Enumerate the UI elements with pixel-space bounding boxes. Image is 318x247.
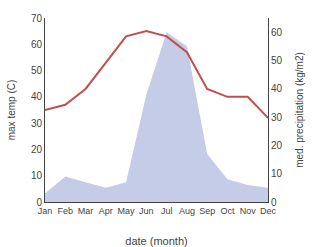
svg-text:med. precipitation (kg/m2): med. precipitation (kg/m2) — [294, 52, 305, 168]
svg-text:Jun: Jun — [139, 206, 154, 216]
svg-text:Jul: Jul — [161, 206, 173, 216]
svg-text:50: 50 — [31, 65, 43, 76]
svg-text:date (month): date (month) — [125, 235, 187, 247]
svg-text:20: 20 — [271, 140, 283, 151]
svg-text:Feb: Feb — [58, 206, 74, 216]
svg-text:10: 10 — [271, 168, 283, 179]
svg-text:40: 40 — [31, 91, 43, 102]
svg-text:30: 30 — [271, 112, 283, 123]
svg-text:0: 0 — [271, 197, 277, 208]
svg-text:60: 60 — [271, 27, 283, 38]
svg-text:max temp (C): max temp (C) — [6, 80, 17, 141]
svg-text:Dec: Dec — [260, 206, 277, 216]
svg-text:Mar: Mar — [78, 206, 94, 216]
svg-text:Apr: Apr — [99, 206, 113, 216]
svg-text:40: 40 — [271, 83, 283, 94]
svg-text:50: 50 — [271, 55, 283, 66]
svg-text:20: 20 — [31, 144, 43, 155]
svg-text:May: May — [118, 206, 136, 216]
svg-text:Aug: Aug — [179, 206, 195, 216]
svg-text:Oct: Oct — [220, 206, 235, 216]
svg-text:10: 10 — [31, 170, 43, 181]
svg-text:Jan: Jan — [38, 206, 53, 216]
svg-text:70: 70 — [31, 13, 43, 24]
svg-text:Sep: Sep — [199, 206, 215, 216]
svg-text:30: 30 — [31, 118, 43, 129]
svg-text:Nov: Nov — [240, 206, 257, 216]
svg-text:60: 60 — [31, 39, 43, 50]
svg-text:0: 0 — [36, 197, 42, 208]
